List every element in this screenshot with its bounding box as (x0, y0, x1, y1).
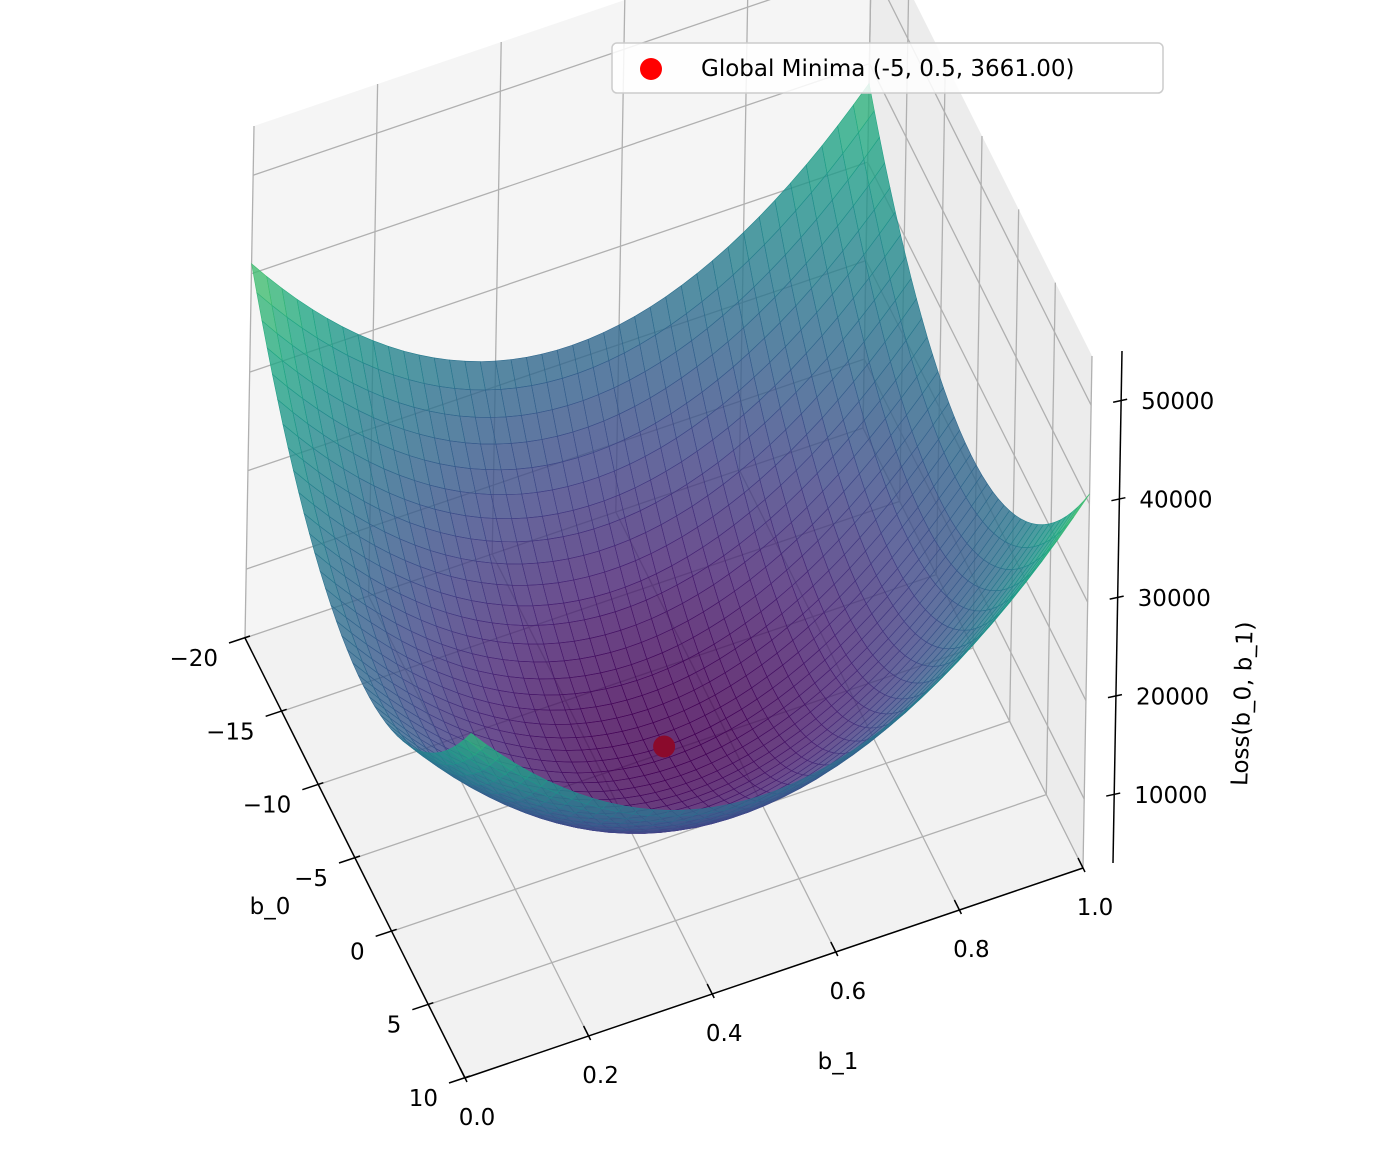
grid-line (244, 125, 255, 639)
x-axis-label: b_0 (250, 894, 291, 920)
x-tick (338, 855, 361, 864)
pane-back-right (863, 0, 1092, 868)
z-tick (1107, 693, 1123, 699)
legend-marker (640, 58, 662, 80)
y-tick (459, 1067, 468, 1083)
loss-surface (251, 82, 1090, 834)
minimum-point (653, 735, 676, 758)
grid-line (251, 63, 870, 275)
y-tick-label: 1.0 (1077, 895, 1114, 921)
y-tick-label: 0.6 (830, 979, 867, 1005)
legend-box (611, 42, 1164, 94)
z-tick (1112, 398, 1128, 403)
x-tick (302, 781, 324, 791)
x-tick-label: −20 (169, 646, 218, 672)
z-tick-label: 20000 (1136, 685, 1209, 711)
axes: −20 −15 −10 −5 0 5 10 0.0 0.2 0.4 0.6 0.8 1.0 10000 20… (169, 350, 1214, 1131)
x-tick (228, 635, 251, 644)
y-tick-label: 0.2 (582, 1063, 619, 1089)
z-tick (1109, 595, 1124, 600)
y-axis-line (464, 867, 1084, 1079)
y-tick (1077, 857, 1086, 873)
grid-line (1009, 209, 1020, 722)
y-tick (706, 983, 715, 999)
x-tick-label: 5 (387, 1013, 402, 1039)
x-tick (375, 928, 397, 938)
x-tick-label: 10 (409, 1086, 438, 1112)
grid-line (887, 0, 1092, 406)
grid-line (868, 63, 1090, 504)
global-minimum-marker (653, 735, 676, 758)
y-tick-label: 0.0 (459, 1105, 496, 1131)
x-tick-label: 0 (350, 939, 365, 965)
z-tick-label: 40000 (1139, 488, 1212, 514)
y-axis-label: b_1 (818, 1049, 859, 1075)
surface-patch (464, 733, 487, 751)
z-tick-label: 50000 (1141, 389, 1214, 415)
y-tick (830, 941, 839, 957)
x-tick (265, 708, 287, 718)
y-tick (582, 1025, 592, 1041)
x-tick-label: −10 (243, 793, 292, 819)
legend-label: Global Minima (-5, 0.5, 3661.00) (701, 56, 1075, 82)
x-tick (412, 1001, 434, 1011)
grid-line (428, 794, 1047, 1006)
y-tick (953, 899, 963, 915)
z-tick-label: 10000 (1134, 783, 1207, 809)
x-tick-label: −15 (206, 719, 255, 745)
z-axis-label: Loss(b_0, b_1) (1227, 621, 1259, 786)
grid-line (1082, 355, 1093, 869)
z-tick-label: 30000 (1138, 586, 1211, 612)
z-tick (1106, 792, 1121, 797)
y-tick-label: 0.8 (953, 937, 990, 963)
y-tick-label: 0.4 (706, 1021, 743, 1047)
z-tick (1111, 496, 1126, 502)
grid-line (252, 0, 771, 176)
z-axis-line (1112, 350, 1123, 864)
legend: Global Minima (-5, 0.5, 3661.00) (611, 42, 1164, 94)
x-tick-label: −5 (294, 866, 328, 892)
